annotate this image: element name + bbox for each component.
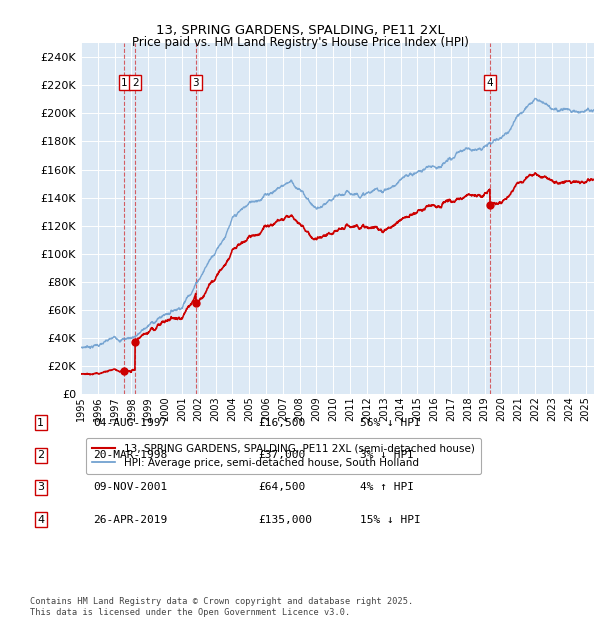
Text: 15% ↓ HPI: 15% ↓ HPI <box>360 515 421 525</box>
Text: £37,000: £37,000 <box>258 450 305 460</box>
Text: Price paid vs. HM Land Registry's House Price Index (HPI): Price paid vs. HM Land Registry's House … <box>131 36 469 49</box>
Text: 56% ↓ HPI: 56% ↓ HPI <box>360 418 421 428</box>
Text: 26-APR-2019: 26-APR-2019 <box>93 515 167 525</box>
Text: 4% ↑ HPI: 4% ↑ HPI <box>360 482 414 492</box>
Text: 3: 3 <box>193 78 199 87</box>
Text: 3: 3 <box>37 482 44 492</box>
Text: 13, SPRING GARDENS, SPALDING, PE11 2XL: 13, SPRING GARDENS, SPALDING, PE11 2XL <box>155 24 445 37</box>
Text: 1: 1 <box>121 78 128 87</box>
Text: Contains HM Land Registry data © Crown copyright and database right 2025.
This d: Contains HM Land Registry data © Crown c… <box>30 598 413 617</box>
Text: 4: 4 <box>487 78 493 87</box>
Text: 2: 2 <box>37 450 44 460</box>
Text: 04-AUG-1997: 04-AUG-1997 <box>93 418 167 428</box>
Text: 09-NOV-2001: 09-NOV-2001 <box>93 482 167 492</box>
Text: £16,500: £16,500 <box>258 418 305 428</box>
Text: £64,500: £64,500 <box>258 482 305 492</box>
Text: £135,000: £135,000 <box>258 515 312 525</box>
Legend: 13, SPRING GARDENS, SPALDING, PE11 2XL (semi-detached house), HPI: Average price: 13, SPRING GARDENS, SPALDING, PE11 2XL (… <box>86 438 481 474</box>
Text: 20-MAR-1998: 20-MAR-1998 <box>93 450 167 460</box>
Text: 2: 2 <box>132 78 139 87</box>
Text: 1: 1 <box>37 418 44 428</box>
Text: 4: 4 <box>37 515 44 525</box>
Text: 3% ↓ HPI: 3% ↓ HPI <box>360 450 414 460</box>
